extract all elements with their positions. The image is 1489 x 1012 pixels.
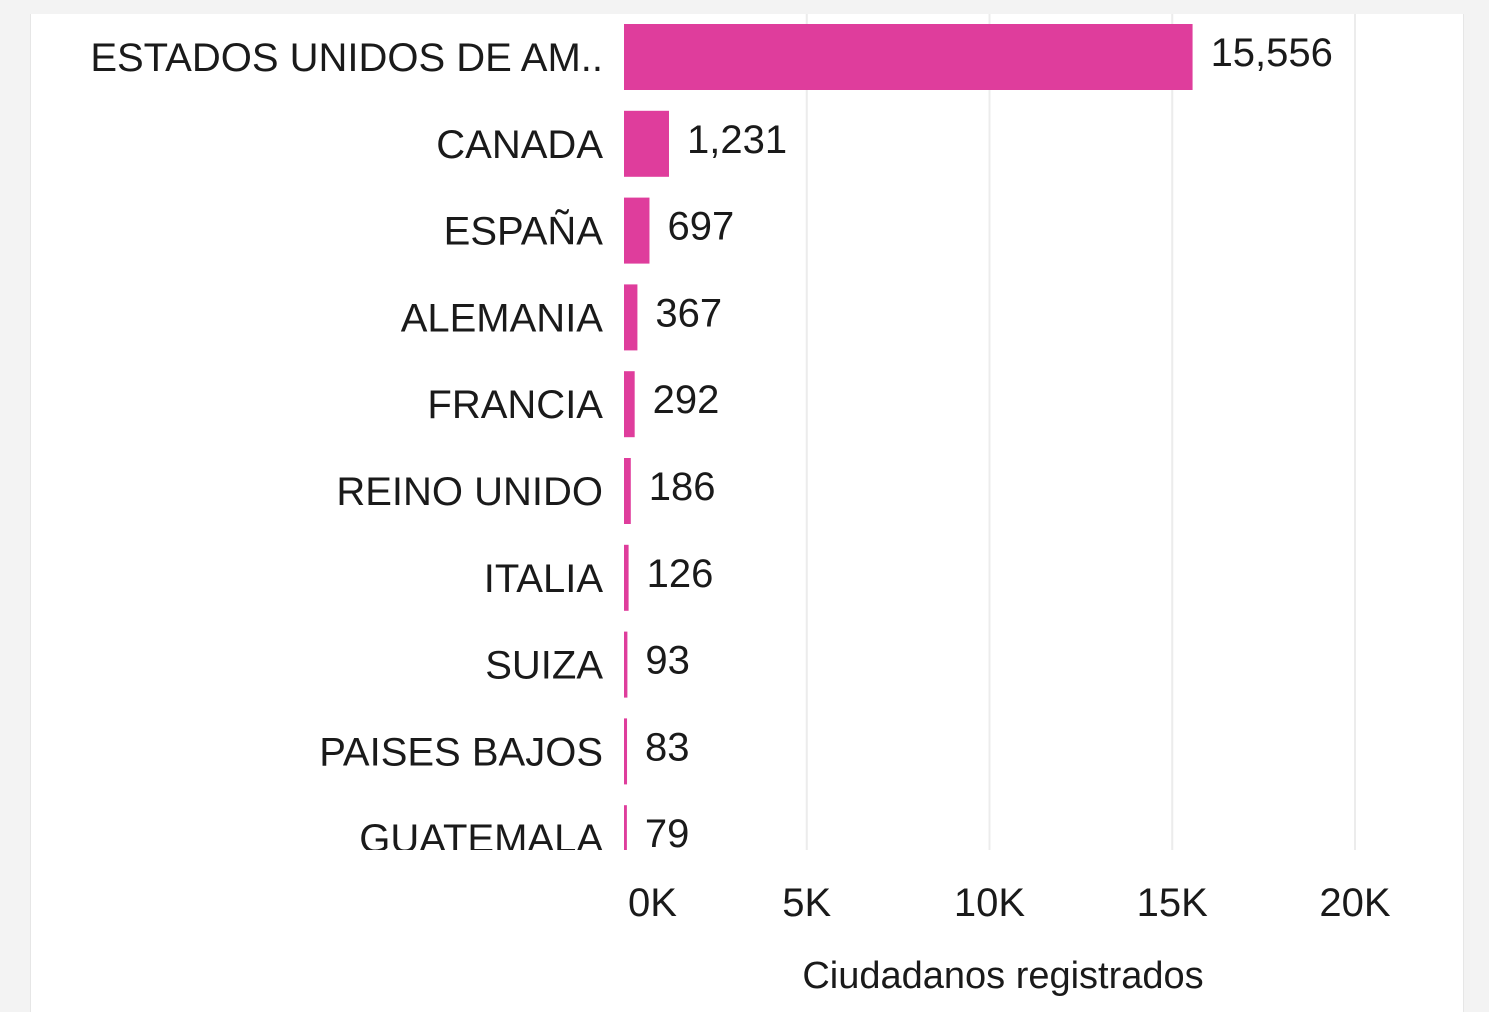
bar-value-label: 126 [647,552,714,596]
bar-value-label: 1,231 [687,118,787,162]
bar-value-label: 292 [653,378,720,422]
bar[interactable] [624,544,629,611]
category-label: PAISES BAJOS [319,730,603,774]
x-tick-label: 20K [1319,881,1390,925]
category-label: ESTADOS UNIDOS DE AM.. [90,36,603,80]
bar[interactable] [624,197,650,264]
category-label: FRANCIA [427,383,603,427]
category-label: ITALIA [484,557,604,601]
x-axis-title: Ciudadanos registrados [802,955,1203,997]
category-label: ALEMANIA [401,296,604,340]
bar[interactable] [624,805,627,871]
bar-value-label: 15,556 [1211,31,1333,75]
category-label: ESPAÑA [444,209,604,254]
bar-value-label: 367 [655,291,722,335]
x-axis: 0K 5K 10K 15K 20K [628,881,1391,925]
bar[interactable] [624,110,669,177]
bar-value-label: 79 [645,812,690,856]
bar-value-label: 83 [645,725,690,769]
category-label: REINO UNIDO [336,470,603,514]
x-tick-label: 10K [954,881,1025,925]
bar[interactable] [624,24,1193,90]
bar-value-label: 93 [645,639,690,683]
x-tick-label: 5K [782,881,831,925]
bar[interactable] [624,631,628,698]
bar[interactable] [624,371,635,438]
bar[interactable] [624,718,628,785]
x-tick-label: 0K [628,881,677,925]
gridlines [805,14,1356,850]
bar-value-label: 697 [667,205,734,249]
bar-value-label: 186 [649,465,716,509]
category-label: CANADA [436,123,603,167]
x-tick-label: 15K [1137,881,1208,925]
category-label: GUATEMALA [359,817,603,861]
bar[interactable] [624,284,638,351]
plot-area: ESTADOS UNIDOS DE AM.. 15,556 CANADA 1,231 E… [90,24,1333,871]
category-label: SUIZA [485,644,603,688]
bar[interactable] [624,458,631,524]
chart-panel [30,14,1464,1012]
